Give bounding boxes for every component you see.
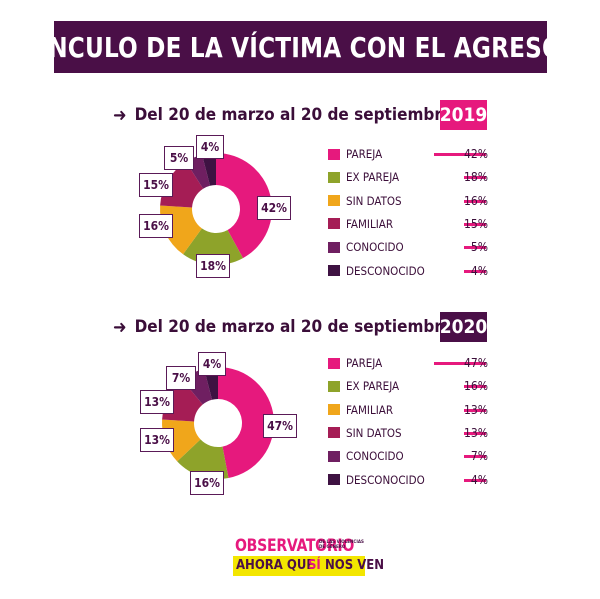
legend-item-pareja: PAREJA 47% (328, 356, 488, 370)
legend-item-conocido: CONOCIDO 7% (328, 449, 488, 463)
legend-bar (464, 269, 486, 273)
legend-bar (464, 408, 486, 412)
logo-line1: OBSERVATORIO (235, 536, 355, 556)
logo-subtitle: DE LAS VIOLENCIAS DE GÉNERO (319, 540, 364, 550)
logo-banner: AHORA QUE SÍ NOS VEN (233, 556, 384, 576)
legend-bar (463, 176, 486, 180)
legend-swatch (328, 380, 340, 392)
legend-label: EX PAREJA (346, 170, 400, 185)
page-title: VÍNCULO DE LA VÍCTIMA CON EL AGRESOR (21, 30, 580, 64)
legend-swatch (328, 195, 340, 207)
legend-bar (464, 478, 486, 482)
slice-label-desconocido-2020: 4% (198, 352, 226, 376)
legend-label: DESCONOCIDO (346, 263, 425, 278)
slice-label-conocido-2020: 7% (166, 366, 196, 390)
legend-label: SIN DATOS (346, 193, 402, 208)
legend-bar (464, 199, 486, 203)
period-text-2020: Del 20 de marzo al 20 de septiembre de (134, 317, 479, 337)
legend-2019: PAREJA 42% EX PAREJA 18% SIN DATOS 16% FAMILIA… (328, 147, 488, 278)
period-heading-2019: ➜ Del 20 de marzo al 20 de septiembre de (113, 100, 479, 130)
year-2019: 2019 (439, 104, 488, 126)
legend-label: DESCONOCIDO (346, 472, 425, 487)
legend-item-familiar: FAMILIAR 15% (328, 217, 488, 231)
legend-label: PAREJA (346, 147, 383, 161)
slice-label-familiar-2020: 13% (140, 428, 174, 452)
legend-swatch (328, 265, 340, 276)
year-badge-2020: 2020 (440, 312, 487, 342)
legend-value: 42% (464, 147, 488, 161)
legend-value: 16% (464, 193, 488, 208)
legend-bar (434, 153, 486, 156)
legend-value: 4% (470, 263, 488, 278)
legend-label: FAMILIAR (346, 216, 394, 231)
legend-swatch (328, 427, 340, 439)
slice-label-ex-pareja-2019: 18% (196, 254, 230, 278)
logo-line2c: NOS VEN (325, 558, 385, 573)
slice-label-conocido-2019: 5% (164, 146, 194, 170)
year-2020: 2020 (439, 316, 488, 338)
legend-value: 13% (464, 402, 488, 417)
legend-label: CONOCIDO (346, 449, 404, 464)
legend-item-desconocido: DESCONOCIDO 4% (328, 264, 488, 278)
legend-item-pareja: PAREJA 42% (328, 147, 488, 161)
slice-label-pareja-2019: 42% (257, 196, 291, 220)
legend-label: EX PAREJA (346, 379, 400, 394)
slice-label-familiar-2019: 15% (139, 173, 173, 197)
legend-swatch (328, 450, 340, 462)
slice-label-sin-datos-2020: 13% (140, 390, 174, 414)
arrow-right-icon: ➜ (113, 104, 127, 126)
legend-bar (464, 222, 486, 226)
legend-2020: PAREJA 47% EX PAREJA 16% FAMILIAR 13% SIN DATO… (328, 356, 488, 487)
slice-label-sin-datos-2019: 16% (139, 214, 173, 238)
legend-bar (434, 362, 486, 365)
legend-value: 5% (470, 240, 488, 255)
legend-item-desconocido: DESCONOCIDO 4% (328, 473, 488, 487)
legend-value: 4% (470, 472, 488, 487)
title-banner: VÍNCULO DE LA VÍCTIMA CON EL AGRESOR (21, 21, 580, 73)
legend-swatch (328, 357, 340, 369)
legend-item-ex-pareja: EX PAREJA 16% (328, 379, 488, 393)
arrow-right-icon: ➜ (113, 316, 127, 338)
legend-bar (464, 246, 486, 250)
legend-swatch (328, 218, 340, 230)
slice-label-ex-pareja-2020: 16% (190, 471, 224, 495)
legend-item-sin-datos: SIN DATOS 13% (328, 426, 488, 440)
legend-value: 15% (464, 216, 488, 231)
legend-item-ex-pareja: EX PAREJA 18% (328, 170, 488, 184)
legend-swatch (328, 474, 340, 485)
legend-label: PAREJA (346, 356, 383, 370)
legend-label: FAMILIAR (346, 402, 394, 417)
legend-swatch (328, 404, 340, 416)
legend-label: CONOCIDO (346, 240, 404, 255)
slice-label-pareja-2020: 47% (263, 414, 297, 438)
legend-value: 13% (464, 425, 488, 440)
legend-bar (464, 455, 486, 459)
legend-item-familiar: FAMILIAR 13% (328, 403, 488, 417)
period-heading-2020: ➜ Del 20 de marzo al 20 de septiembre de (113, 312, 479, 342)
observatorio-logo: OBSERVATORIO DE LAS VIOLENCIAS DE GÉNERO… (233, 536, 384, 580)
legend-bar (464, 431, 486, 435)
legend-swatch (328, 148, 340, 160)
legend-value: 18% (464, 170, 488, 185)
legend-item-sin-datos: SIN DATOS 16% (328, 194, 488, 208)
logo-line2b: SÍ (308, 558, 321, 573)
legend-bar (464, 385, 486, 389)
legend-value: 47% (464, 356, 488, 370)
period-text-2019: Del 20 de marzo al 20 de septiembre de (134, 105, 479, 125)
legend-label: SIN DATOS (346, 425, 402, 440)
legend-swatch (328, 171, 340, 183)
logo-line2a: AHORA QUE (236, 558, 315, 573)
legend-swatch (328, 241, 340, 253)
slice-label-desconocido-2019: 4% (196, 135, 224, 159)
legend-item-conocido: CONOCIDO 5% (328, 240, 488, 254)
legend-value: 16% (464, 379, 488, 394)
year-badge-2019: 2019 (440, 100, 487, 130)
legend-value: 7% (470, 449, 488, 464)
